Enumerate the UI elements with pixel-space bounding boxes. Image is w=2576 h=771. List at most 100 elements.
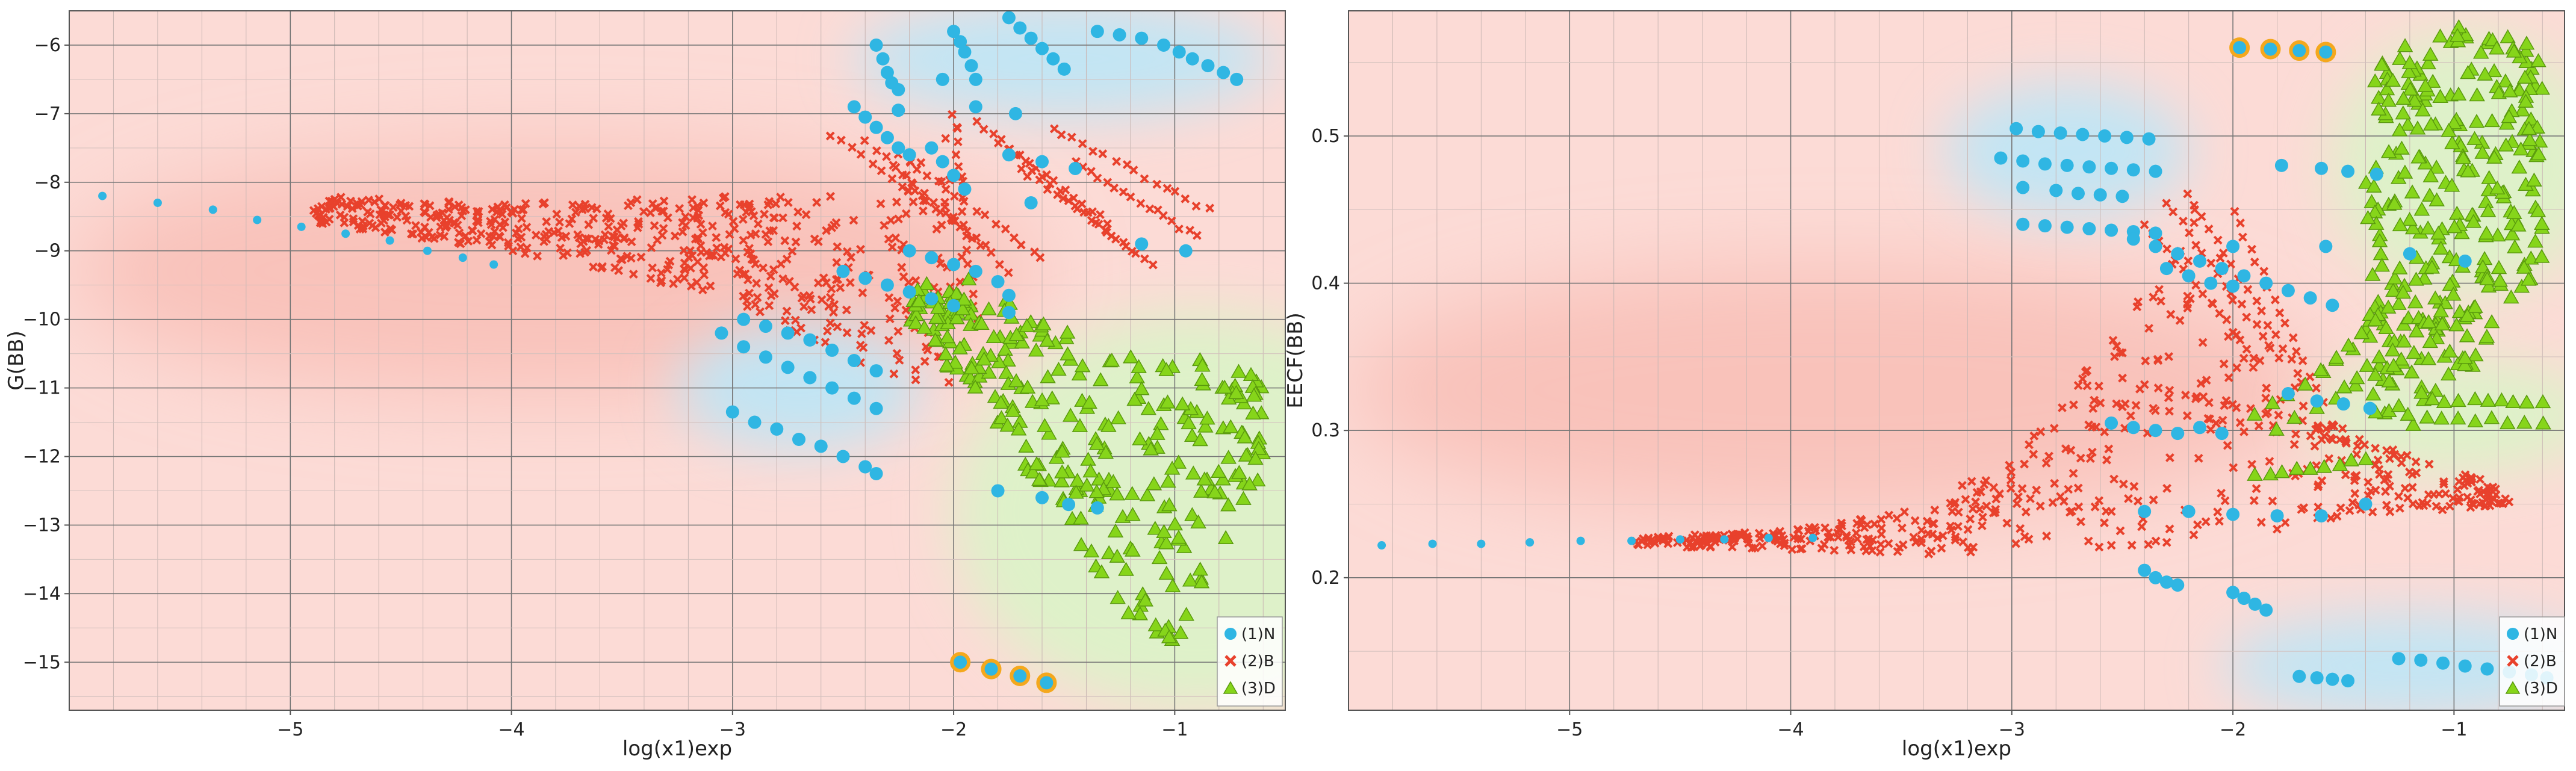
point-b-stroke [669, 279, 678, 288]
point-b-stroke [608, 231, 617, 241]
point-b-stroke [1948, 507, 1957, 516]
point-b [380, 228, 390, 237]
point-b [831, 218, 841, 228]
point-b [2382, 446, 2391, 456]
point-b [2144, 540, 2153, 550]
point-d [2410, 149, 2427, 164]
point-d [1129, 369, 1146, 383]
point-b-stroke [822, 278, 831, 288]
point-b [380, 200, 390, 210]
point-b-stroke [959, 196, 969, 206]
point-d [2392, 217, 2409, 232]
point-b [946, 214, 956, 223]
point-b-stroke [1876, 523, 1886, 533]
point-b [1963, 525, 1973, 534]
point-d [998, 365, 1014, 379]
point-b-stroke [2263, 321, 2273, 330]
point-b [2270, 295, 2280, 305]
point-b [315, 211, 325, 220]
point-n [2281, 387, 2295, 401]
point-b-stroke [2129, 481, 2139, 491]
point-b-stroke [2165, 406, 2174, 416]
point-d [2378, 320, 2394, 334]
point-b-stroke [1876, 540, 1885, 549]
point-b [2261, 394, 2271, 403]
point-d [1228, 385, 1244, 400]
point-d [1100, 418, 1117, 432]
point-b-stroke [992, 220, 1001, 229]
point-b-stroke [2042, 531, 2052, 541]
point-b-stroke [1730, 536, 1739, 546]
point-b [784, 276, 794, 286]
point-b [1929, 519, 1938, 528]
point-d [2455, 150, 2471, 164]
point-b [675, 203, 684, 213]
point-b-stroke [940, 197, 949, 207]
point-n [1428, 539, 1437, 548]
point-b [2078, 374, 2087, 383]
point-b [848, 143, 857, 152]
point-b [2201, 517, 2211, 527]
point-b-stroke [659, 206, 668, 216]
point-b-stroke [2017, 484, 2027, 494]
point-d [2401, 55, 2418, 69]
point-b-stroke [1087, 215, 1096, 225]
point-n [770, 422, 784, 436]
point-b [2373, 455, 2383, 465]
point-b [693, 201, 703, 211]
point-b-stroke [2261, 394, 2271, 403]
point-b-stroke [1846, 545, 1856, 555]
point-n [1477, 539, 1486, 548]
point-b [500, 217, 510, 227]
point-d [1060, 346, 1076, 361]
point-b-stroke [949, 191, 959, 201]
point-b-stroke [1736, 530, 1745, 539]
point-b [756, 307, 765, 317]
point-b-stroke [1158, 211, 1168, 220]
point-d [2297, 376, 2314, 391]
point-d [2491, 85, 2507, 99]
point-b-stroke [2298, 401, 2308, 411]
point-d [939, 329, 955, 344]
point-b [337, 199, 347, 209]
point-d [2481, 170, 2497, 184]
point-b-stroke [2360, 440, 2370, 450]
point-b-stroke [2117, 348, 2127, 358]
point-b-stroke [2246, 404, 2255, 413]
point-d [2432, 88, 2448, 103]
point-b [2041, 459, 2051, 468]
point-d [2527, 234, 2543, 248]
point-b [669, 279, 678, 288]
point-b-stroke [799, 302, 808, 311]
point-b-stroke [753, 219, 763, 229]
point-d [2403, 364, 2420, 379]
point-b-stroke [1119, 187, 1128, 197]
point-b-stroke [931, 205, 941, 214]
point-d [1140, 401, 1157, 415]
point-b [652, 203, 662, 212]
point-b [944, 377, 954, 387]
point-b-stroke [1954, 522, 1963, 531]
y-axis-title-left: G(BB) [4, 330, 28, 391]
point-d [1231, 465, 1247, 479]
point-b-stroke [894, 214, 903, 224]
point-n [2126, 232, 2140, 246]
point-d [2395, 105, 2412, 120]
point-d [2395, 90, 2412, 105]
point-b [2190, 218, 2199, 228]
point-b-stroke [2006, 483, 2016, 493]
point-b-stroke [920, 188, 929, 198]
point-d [2505, 394, 2521, 409]
point-d [2518, 93, 2534, 108]
point-b-stroke [1989, 483, 1999, 492]
point-b [1793, 525, 1802, 534]
point-d [2397, 38, 2413, 52]
point-b-stroke [646, 274, 656, 283]
point-b-stroke [1963, 525, 1973, 534]
point-d [1249, 472, 1266, 487]
point-n [1135, 31, 1149, 45]
point-d [1231, 364, 1247, 378]
point-n [1135, 237, 1149, 251]
point-b [885, 314, 895, 324]
point-b [1930, 505, 1940, 515]
